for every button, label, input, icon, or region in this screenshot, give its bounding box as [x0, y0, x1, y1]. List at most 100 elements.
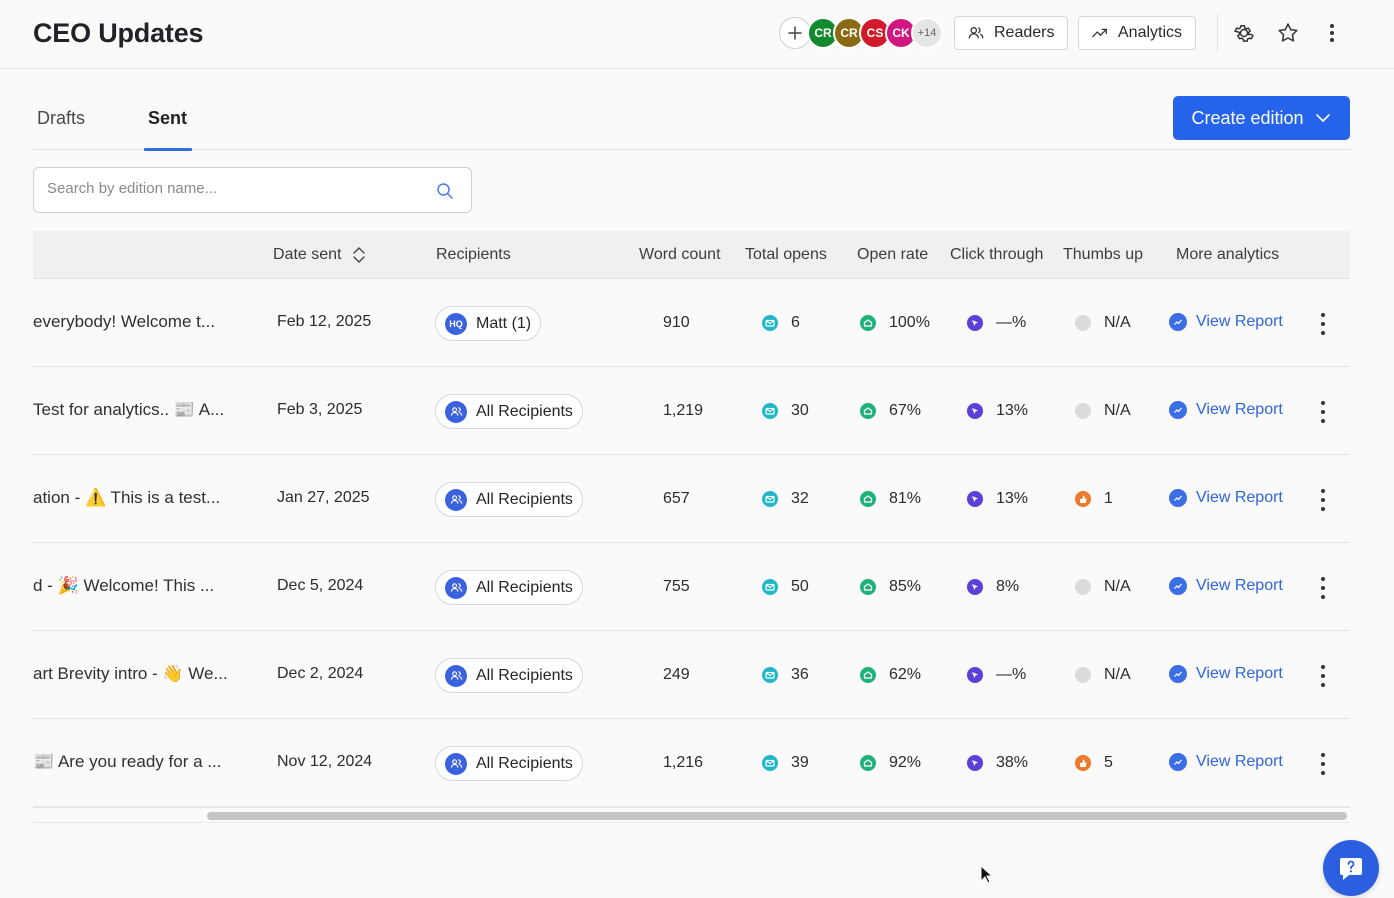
thumbs-up: N/A	[1075, 578, 1131, 596]
recipients-pill[interactable]: All Recipients	[435, 482, 583, 517]
recipients-label: All Recipients	[476, 578, 573, 596]
scrollbar-thumb[interactable]	[207, 812, 1347, 820]
view-report-link[interactable]: View Report	[1169, 577, 1283, 595]
search-input[interactable]	[47, 180, 427, 197]
table-row[interactable]: 📰 Are you ready for a ... Nov 12, 2024 All…	[33, 719, 1350, 807]
view-report-label: View Report	[1196, 665, 1283, 682]
create-edition-label: Create edition	[1191, 107, 1304, 128]
total-opens: 50	[762, 578, 809, 596]
recipients-pill[interactable]: HQ Matt (1)	[435, 306, 542, 341]
word-count: 755	[663, 578, 690, 595]
more-options-icon[interactable]	[1318, 19, 1346, 47]
total-opens: 30	[762, 402, 809, 420]
readers-label: Readers	[994, 24, 1055, 41]
edition-name[interactable]: everybody! Welcome t...	[33, 312, 216, 331]
open-envelope-icon	[860, 315, 876, 331]
view-report-link[interactable]: View Report	[1169, 753, 1283, 771]
page-title: CEO Updates	[33, 18, 204, 48]
view-report-link[interactable]: View Report	[1169, 489, 1283, 507]
help-chat-button[interactable]	[1323, 840, 1379, 896]
recipients-pill[interactable]: All Recipients	[435, 394, 583, 429]
thumbs-up-value: N/A	[1104, 314, 1131, 331]
open-rate: 100%	[860, 314, 930, 332]
click-through: 38%	[967, 754, 1028, 772]
date-sent: Feb 12, 2025	[277, 313, 372, 330]
view-report-label: View Report	[1196, 401, 1283, 418]
table-row[interactable]: d - 🎉 Welcome! This ... Dec 5, 2024 All Re…	[33, 543, 1350, 631]
chart-trend-icon	[1169, 313, 1187, 331]
table-row[interactable]: Test for analytics.. 📰 A... Feb 3, 2025 Al…	[33, 367, 1350, 455]
row-more-options-icon[interactable]	[1316, 665, 1330, 687]
page-header: CEO Updates CR CR CS CK +14 Readers Analytic…	[0, 0, 1394, 69]
readers-button[interactable]: Readers	[954, 16, 1069, 50]
sort-icon[interactable]	[351, 246, 367, 264]
open-envelope-icon	[860, 755, 876, 771]
total-opens-value: 50	[791, 578, 809, 595]
open-envelope-icon	[860, 579, 876, 595]
users-icon	[445, 752, 467, 775]
view-report-label: View Report	[1196, 577, 1283, 594]
chart-trend-icon	[1169, 489, 1187, 507]
table-row[interactable]: ation - ⚠️ This is a test... Jan 27, 2025…	[33, 455, 1350, 543]
envelope-icon	[762, 491, 778, 507]
recipients-label: All Recipients	[476, 402, 573, 420]
open-rate: 62%	[860, 666, 921, 684]
row-more-options-icon[interactable]	[1316, 401, 1330, 423]
thumbs-up: 5	[1075, 754, 1113, 772]
recipients-pill[interactable]: All Recipients	[435, 658, 583, 693]
thumbs-up-icon	[1075, 315, 1091, 331]
total-opens: 36	[762, 666, 809, 684]
tab-sent[interactable]: Sent	[148, 108, 188, 128]
total-opens-value: 6	[791, 314, 800, 331]
thumbs-up-value: 1	[1104, 490, 1113, 507]
edition-name[interactable]: 📰 Are you ready for a ...	[33, 752, 222, 771]
date-sent: Dec 2, 2024	[277, 665, 364, 682]
row-more-options-icon[interactable]	[1316, 489, 1330, 511]
add-reader-button[interactable]	[779, 17, 811, 49]
table-header: Date sent Recipients Word count Total op…	[33, 231, 1350, 279]
thumbs-up-icon	[1075, 667, 1091, 683]
table-row[interactable]: art Brevity intro - 👋 We... Dec 2, 2024 Al…	[33, 631, 1350, 719]
tab-drafts[interactable]: Drafts	[37, 108, 86, 128]
thumbs-up: 1	[1075, 490, 1113, 508]
cursor-click-icon	[967, 491, 983, 507]
star-icon[interactable]	[1274, 19, 1302, 47]
cursor-click-icon	[967, 315, 983, 331]
recipients-label: All Recipients	[476, 754, 573, 772]
table-row[interactable]: everybody! Welcome t... Feb 12, 2025 HQ Mat…	[33, 279, 1350, 367]
view-report-link[interactable]: View Report	[1169, 313, 1283, 331]
date-sent: Dec 5, 2024	[277, 577, 364, 594]
click-through-value: 38%	[996, 754, 1029, 771]
click-through-value: —%	[996, 314, 1027, 331]
row-more-options-icon[interactable]	[1316, 313, 1330, 335]
view-report-link[interactable]: View Report	[1169, 665, 1283, 683]
edition-name[interactable]: art Brevity intro - 👋 We...	[33, 664, 228, 683]
column-date-sent[interactable]: Date sent	[273, 246, 367, 264]
edition-name[interactable]: Test for analytics.. 📰 A...	[33, 400, 225, 419]
settings-gear-icon[interactable]	[1230, 19, 1258, 47]
search-icon[interactable]	[435, 181, 455, 201]
row-more-options-icon[interactable]	[1316, 753, 1330, 775]
recipients-pill[interactable]: All Recipients	[435, 570, 583, 605]
edition-name[interactable]: d - 🎉 Welcome! This ...	[33, 576, 215, 595]
more-readers-badge[interactable]: +14	[911, 17, 943, 49]
thumbs-up-value: 5	[1104, 754, 1113, 771]
cursor-click-icon	[967, 755, 983, 771]
recipients-pill[interactable]: All Recipients	[435, 746, 583, 781]
total-opens: 32	[762, 490, 809, 508]
thumbs-up: N/A	[1075, 666, 1131, 684]
view-report-link[interactable]: View Report	[1169, 401, 1283, 419]
row-more-options-icon[interactable]	[1316, 577, 1330, 599]
users-icon	[445, 664, 467, 687]
create-edition-button[interactable]: Create edition	[1173, 96, 1350, 140]
thumbs-up-icon	[1075, 403, 1091, 419]
cursor-click-icon	[967, 579, 983, 595]
chart-trend-icon	[1169, 577, 1187, 595]
chart-trend-icon	[1169, 665, 1187, 683]
horizontal-scrollbar[interactable]	[33, 807, 1350, 823]
view-report-label: View Report	[1196, 753, 1283, 770]
edition-name[interactable]: ation - ⚠️ This is a test...	[33, 488, 221, 507]
users-icon	[445, 488, 467, 511]
analytics-button[interactable]: Analytics	[1078, 16, 1197, 50]
envelope-icon	[762, 579, 778, 595]
